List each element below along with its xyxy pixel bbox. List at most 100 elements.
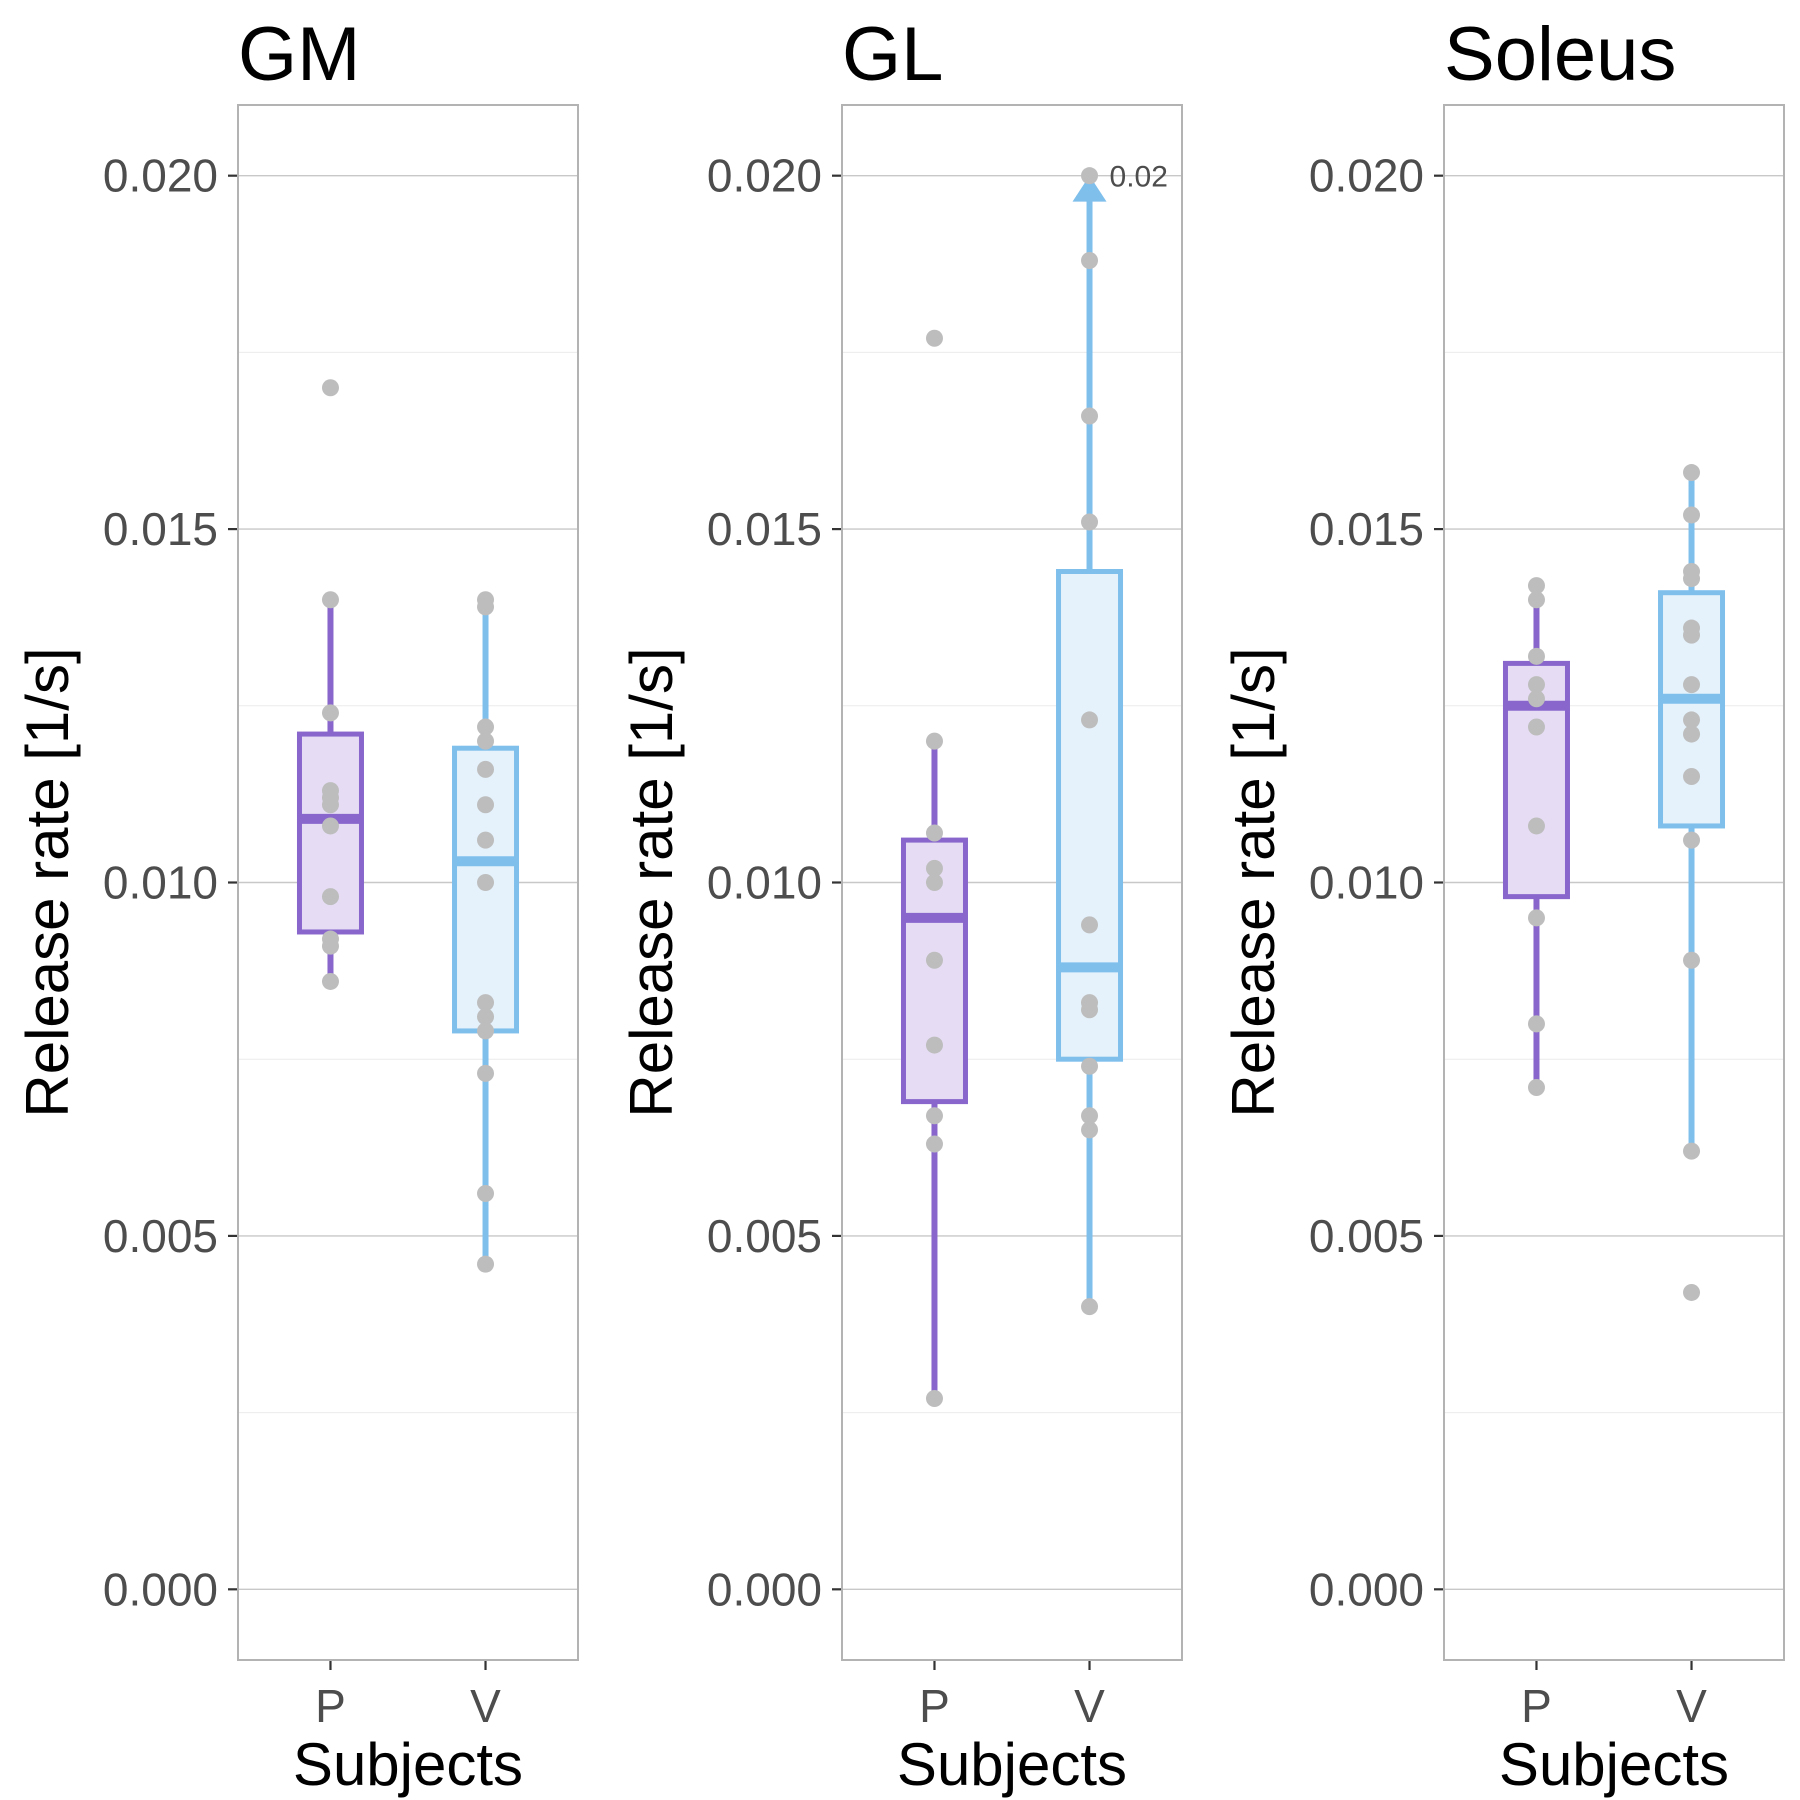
box-v [1056, 167, 1124, 1316]
x-tick-label: V [1676, 1680, 1707, 1732]
data-point [1683, 464, 1701, 482]
x-axis-title: Subjects [1499, 1731, 1729, 1798]
data-point [321, 796, 339, 814]
y-tick-label: 0.005 [707, 1210, 822, 1262]
y-tick-label: 0.010 [707, 857, 822, 909]
box-body [1658, 590, 1726, 829]
annotation-label: 0.02 [1110, 161, 1168, 194]
data-point [925, 874, 943, 891]
data-point [925, 1107, 943, 1125]
data-point [477, 796, 495, 814]
data-point [321, 591, 339, 609]
data-point [1527, 817, 1545, 835]
y-tick-label: 0.020 [707, 150, 822, 202]
y-tick-label: 0.020 [1309, 150, 1424, 202]
data-point [477, 1022, 495, 1040]
data-point [1683, 831, 1701, 849]
data-point [1683, 1283, 1701, 1301]
data-point [1081, 167, 1099, 185]
truncation-arrow [1072, 175, 1107, 202]
box-body [1056, 569, 1124, 1062]
x-tick-label: P [1521, 1680, 1552, 1732]
data-point [1081, 711, 1099, 729]
data-point [1683, 626, 1701, 644]
y-axis-title: Release rate [1/s] [618, 647, 685, 1117]
box-p [900, 329, 968, 1407]
panel-border [237, 104, 579, 1661]
data-point [1683, 570, 1701, 588]
x-axis-title: Subjects [293, 1731, 523, 1798]
data-point [477, 760, 495, 778]
y-tick-label: 0.010 [1309, 857, 1424, 909]
y-tick-label: 0.010 [103, 857, 218, 909]
data-point [1081, 1298, 1099, 1316]
data-point [1683, 1142, 1701, 1160]
data-point [1683, 951, 1701, 969]
y-tick-label: 0.015 [103, 503, 218, 555]
data-point [925, 824, 943, 842]
data-point [321, 379, 339, 397]
box-v [1658, 464, 1726, 1301]
data-point [1683, 767, 1701, 785]
data-point [1683, 676, 1701, 694]
data-point [321, 704, 339, 722]
data-point [925, 1036, 943, 1054]
data-point [925, 1389, 943, 1407]
data-point [321, 937, 339, 955]
data-point [925, 951, 943, 969]
data-point [477, 1008, 495, 1026]
panel-gm: 0.000 0.005 0.010 0.015 0.020 P V GM Subjects Rel… [14, 12, 579, 1798]
data-point [925, 732, 943, 750]
data-point [925, 329, 943, 347]
panel-gl: 0.000 0.005 0.010 0.015 0.020 P V 0.02 GL Subject… [618, 12, 1183, 1798]
box-p [296, 379, 364, 990]
data-point [1081, 513, 1099, 531]
data-point [1081, 916, 1099, 934]
y-tick-label: 0.020 [103, 150, 218, 202]
data-point [1081, 1121, 1099, 1139]
data-point [1081, 1001, 1099, 1019]
panel-border [841, 104, 1183, 1661]
panel-border [1443, 104, 1785, 1661]
data-point [477, 1064, 495, 1082]
y-axis-title: Release rate [1/s] [1220, 647, 1287, 1117]
data-point [477, 732, 495, 750]
x-tick-label: V [1074, 1680, 1105, 1732]
data-point [1527, 1015, 1545, 1033]
x-tick-label: V [470, 1680, 501, 1732]
data-point [477, 1255, 495, 1273]
data-point [1527, 718, 1545, 736]
y-tick-label: 0.015 [1309, 503, 1424, 555]
data-point [1683, 506, 1701, 524]
data-point [1527, 577, 1545, 595]
y-tick-label: 0.000 [103, 1563, 218, 1615]
data-point [1081, 1107, 1099, 1125]
data-point [477, 718, 495, 736]
box-p [1502, 577, 1570, 1096]
data-point [1081, 1057, 1099, 1075]
data-point [1527, 676, 1545, 694]
data-point [1527, 647, 1545, 665]
y-axis-title: Release rate [1/s] [14, 647, 81, 1117]
data-point [321, 817, 339, 835]
y-tick-label: 0.000 [707, 1563, 822, 1615]
x-tick-label: P [919, 1680, 950, 1732]
box-body [900, 837, 968, 1105]
x-axis-title: Subjects [897, 1731, 1127, 1798]
data-point [477, 874, 495, 891]
data-point [1081, 407, 1099, 425]
data-point [1527, 591, 1545, 609]
data-point [1081, 252, 1099, 269]
data-point [1683, 711, 1701, 729]
data-point [477, 1185, 495, 1202]
panel-title: GL [842, 12, 943, 97]
data-point [1683, 725, 1701, 743]
data-point [477, 831, 495, 849]
data-point [477, 994, 495, 1012]
panel-title: Soleus [1444, 12, 1676, 97]
data-point [1527, 909, 1545, 927]
data-point [1527, 1078, 1545, 1096]
box-v [452, 591, 520, 1273]
data-point [925, 1135, 943, 1153]
